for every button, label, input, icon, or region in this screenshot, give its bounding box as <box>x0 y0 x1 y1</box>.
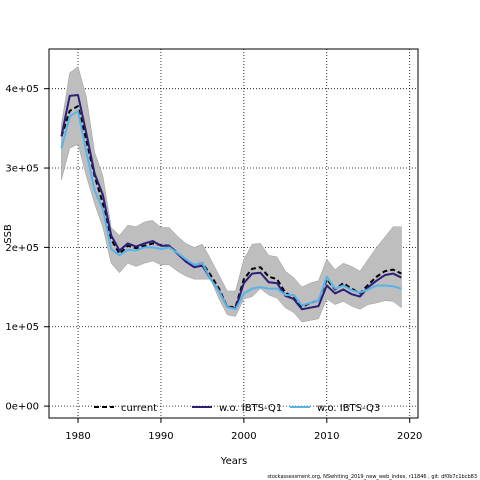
y-tick-label-0: 0e+00 <box>5 402 39 413</box>
x-tick-label-3: 2010 <box>314 431 339 442</box>
x-axis: 1980 1990 2000 2010 2020 <box>65 418 422 442</box>
y-axis-title: SSB <box>3 224 14 244</box>
confidence-band-layer <box>61 66 402 323</box>
x-tick-label-2: 2000 <box>231 431 256 442</box>
x-tick-label-4: 2020 <box>397 431 422 442</box>
legend-label-0: current <box>121 403 157 414</box>
x-axis-title: Years <box>220 456 247 467</box>
confidence-band <box>61 66 402 323</box>
legend-label-1: w.o. IBTS-Q1 <box>219 403 282 414</box>
y-tick-label-3: 3e+05 <box>5 164 39 175</box>
y-tick-label-2: 2e+05 <box>5 243 39 254</box>
x-tick-label-0: 1980 <box>65 431 90 442</box>
y-tick-label-1: 1e+05 <box>5 322 39 333</box>
legend: current w.o. IBTS-Q1 w.o. IBTS-Q3 <box>94 403 380 414</box>
series-layer <box>60 94 402 311</box>
x-tick-label-1: 1990 <box>148 431 173 442</box>
y-axis: 0e+00 1e+05 2e+05 3e+05 4e+05 <box>5 84 49 413</box>
plot-frame <box>48 48 419 419</box>
y-tick-label-4: 4e+05 <box>5 84 39 95</box>
footer-text: stockassessment.org, NSwhiting_2019_new_… <box>267 474 477 480</box>
legend-label-2: w.o. IBTS-Q3 <box>317 403 380 414</box>
series-line-2 <box>60 109 402 311</box>
